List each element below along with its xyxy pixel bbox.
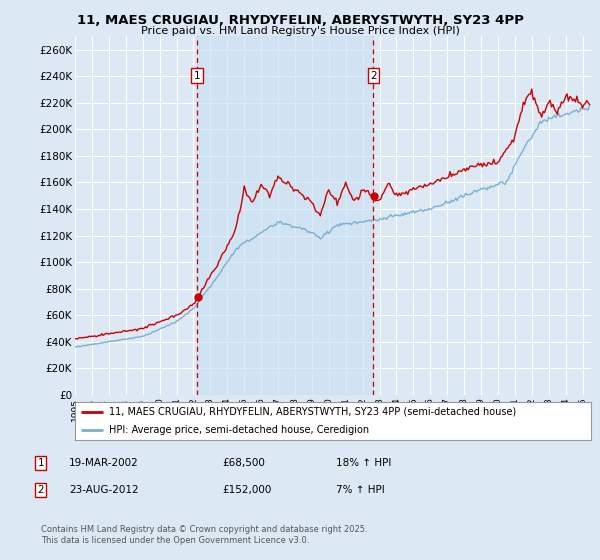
Text: 11, MAES CRUGIAU, RHYDYFELIN, ABERYSTWYTH, SY23 4PP (semi-detached house): 11, MAES CRUGIAU, RHYDYFELIN, ABERYSTWYT… xyxy=(109,407,516,417)
Text: £68,500: £68,500 xyxy=(222,458,265,468)
Text: HPI: Average price, semi-detached house, Ceredigion: HPI: Average price, semi-detached house,… xyxy=(109,425,368,435)
Text: 1: 1 xyxy=(194,71,200,81)
Text: £152,000: £152,000 xyxy=(222,485,271,495)
Bar xyxy=(197,36,373,395)
Text: 1: 1 xyxy=(37,458,44,468)
Text: 11, MAES CRUGIAU, RHYDYFELIN, ABERYSTWYTH, SY23 4PP: 11, MAES CRUGIAU, RHYDYFELIN, ABERYSTWYT… xyxy=(77,14,523,27)
Text: 18% ↑ HPI: 18% ↑ HPI xyxy=(336,458,391,468)
Text: 23-AUG-2012: 23-AUG-2012 xyxy=(69,485,139,495)
Text: 7% ↑ HPI: 7% ↑ HPI xyxy=(336,485,385,495)
Text: 2: 2 xyxy=(370,71,377,81)
Text: Price paid vs. HM Land Registry's House Price Index (HPI): Price paid vs. HM Land Registry's House … xyxy=(140,26,460,36)
Text: 2: 2 xyxy=(37,485,44,495)
Text: Contains HM Land Registry data © Crown copyright and database right 2025.
This d: Contains HM Land Registry data © Crown c… xyxy=(41,525,367,545)
Text: 19-MAR-2002: 19-MAR-2002 xyxy=(69,458,139,468)
